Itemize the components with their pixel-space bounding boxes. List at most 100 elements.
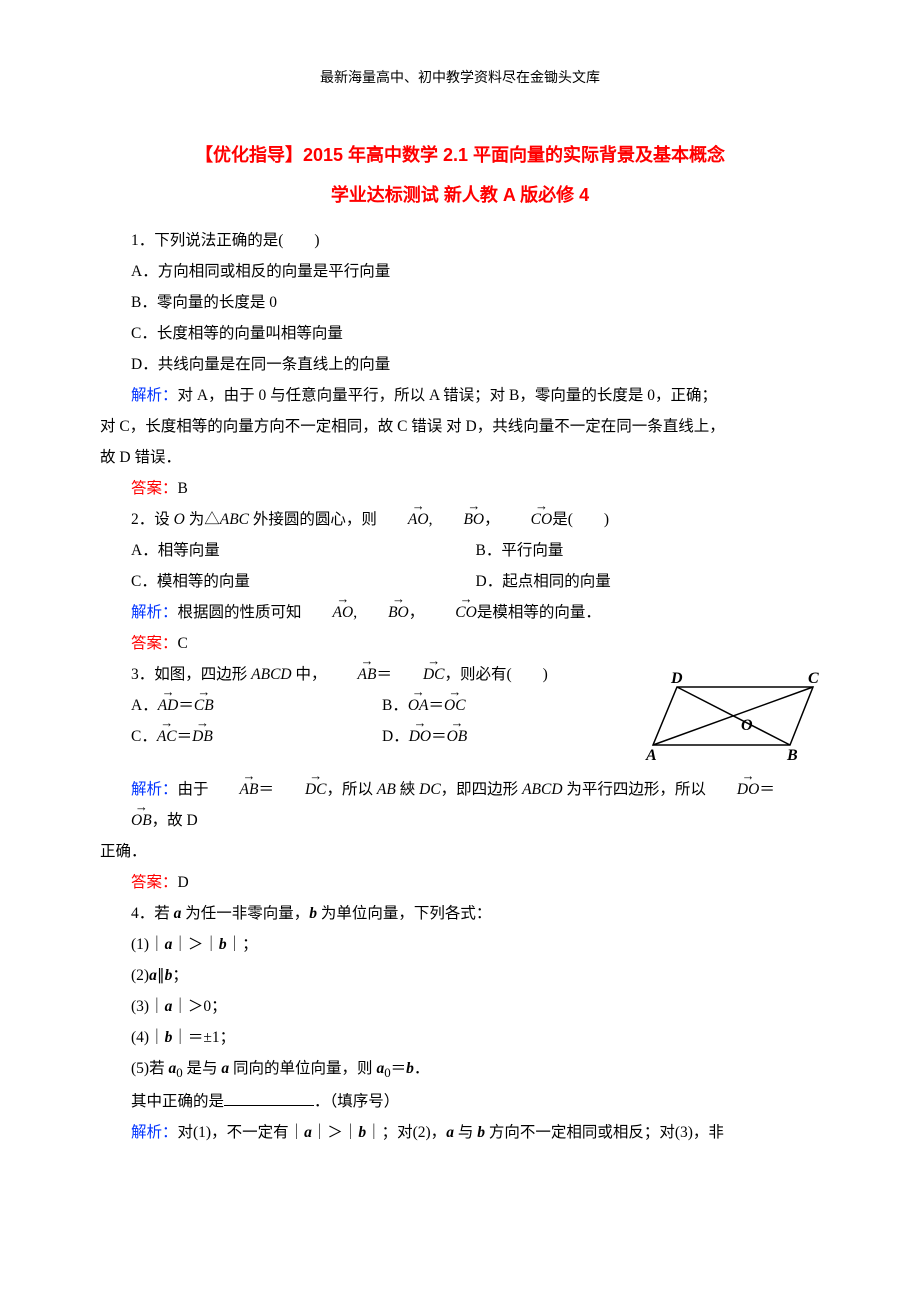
q2-analysis: 解析：根据圆的性质可知AO,BO，CO是模相等的向量．	[100, 597, 820, 628]
vec-bo: BO	[357, 597, 409, 628]
vec-b: b	[406, 1060, 414, 1077]
vec-b: b	[477, 1124, 485, 1141]
header-note: 最新海量高中、初中教学资料尽在金锄头文库	[100, 65, 820, 93]
q1-opt-c: C．长度相等的向量叫相等向量	[100, 318, 820, 349]
q2-answer: 答案：C	[100, 628, 820, 659]
t: ，所以	[327, 781, 377, 798]
fill-blank[interactable]	[224, 1092, 314, 1106]
opt-pre: D．	[382, 728, 409, 745]
t: ，即四边形	[441, 781, 522, 798]
t: 4．若	[131, 905, 174, 922]
q3-stem: 3．如图，四边形 ABCD 中，AB＝DC，则必有( )	[100, 659, 633, 690]
q2-an-pre: 根据圆的性质可知	[178, 604, 302, 621]
vec-b: b	[358, 1124, 366, 1141]
q1-analysis-1: 解析：对 A，由于 0 与任意向量平行，所以 A 错误；对 B，零向量的长度是 …	[100, 380, 820, 411]
vec-ao: AO	[302, 597, 354, 628]
t: (5)若	[131, 1060, 168, 1077]
q3-options-row2: C．AC＝DB D．DO＝OB	[100, 721, 633, 752]
t: ．（填序号）	[314, 1093, 399, 1110]
t: 由于	[178, 781, 209, 798]
label-d: D	[670, 670, 683, 687]
q3-analysis-2: 正确．	[100, 836, 820, 867]
t: 是与	[183, 1060, 222, 1077]
parallelogram-icon: A B C D O	[645, 663, 820, 763]
q3-analysis-1: 解析：由于AB＝DC，所以 AB 綊 DC，即四边形 ABCD 为平行四边形，所…	[100, 774, 820, 836]
t: ．	[414, 1060, 430, 1077]
t: 为平行四边形，所以	[563, 781, 706, 798]
q4-analysis: 解析：对(1)，不一定有｜a｜＞｜b｜；对(2)，a 与 b 方向不一定相同或相…	[100, 1117, 820, 1148]
analysis-label: 解析：	[131, 604, 178, 621]
vec-bo: BO	[432, 504, 484, 535]
q4-i1: (1)｜a｜＞｜b｜；	[100, 929, 820, 960]
t: AB	[377, 781, 396, 798]
q2-an-post: 是模相等的向量．	[477, 604, 601, 621]
vec-co: CO	[500, 504, 553, 535]
q2-o: O	[174, 511, 185, 528]
vec-ab: AB	[209, 774, 259, 805]
label-o: O	[741, 717, 753, 734]
t: ，故 D	[152, 812, 198, 829]
q2-opt-a: A．相等向量	[100, 535, 476, 566]
t: (4)｜	[131, 1029, 165, 1046]
q4-stem: 4．若 a 为任一非零向量，b 为单位向量，下列各式：	[100, 898, 820, 929]
t: ＝	[391, 1060, 407, 1077]
q2-opt-b: B．平行向量	[476, 535, 821, 566]
q3-opt-c: C．AC＝DB	[100, 721, 382, 752]
t: ｜＝±1；	[172, 1029, 235, 1046]
t: ABCD	[522, 781, 562, 798]
q1-analysis-text-1: 对 A，由于 0 与任意向量平行，所以 A 错误；对 B，零向量的长度是 0，正…	[178, 387, 718, 404]
q4-blank: 其中正确的是．（填序号）	[100, 1086, 820, 1117]
t: 方向不一定相同或相反；对(3)，非	[485, 1124, 724, 1141]
vec-a: a	[149, 967, 157, 984]
q2-pre: 2．设	[131, 511, 174, 528]
answer-label: 答案：	[131, 874, 178, 891]
q1-opt-a: A．方向相同或相反的向量是平行向量	[100, 256, 820, 287]
t: 綊	[396, 781, 419, 798]
q2-post2: 是( )	[552, 511, 609, 528]
label-b: B	[786, 747, 798, 763]
vec-b: b	[219, 936, 227, 953]
vec-a: a	[304, 1124, 312, 1141]
opt-pre: C．	[131, 728, 157, 745]
title-line-1: 【优化指导】2015 年高中数学 2.1 平面向量的实际背景及基本概念	[100, 137, 820, 173]
vec-ab: AB	[327, 659, 377, 690]
answer-label: 答案：	[131, 480, 178, 497]
q3-answer-value: D	[178, 874, 189, 891]
q3-options-row1: A．AD＝CB B．OA＝OC	[100, 690, 633, 721]
label-a: A	[645, 747, 657, 763]
vec-ao: AO	[377, 504, 429, 535]
vec-a: a	[446, 1124, 454, 1141]
t: ；	[172, 967, 188, 984]
t: 与	[454, 1124, 477, 1141]
t: ｜＞0；	[172, 998, 226, 1015]
t: (1)｜	[131, 936, 165, 953]
q4-i2: (2)a∥b；	[100, 960, 820, 991]
q1-stem: 1．下列说法正确的是( )	[100, 225, 820, 256]
t: (3)｜	[131, 998, 165, 1015]
vec-dc: DC	[274, 774, 327, 805]
q2-stem: 2．设 O 为△ABC 外接圆的圆心，则AO,BO，CO是( )	[100, 504, 820, 535]
opt-pre: A．	[131, 697, 158, 714]
opt-pre: B．	[382, 697, 408, 714]
title-line-2: 学业达标测试 新人教 A 版必修 4	[100, 177, 820, 213]
label-c: C	[808, 670, 819, 687]
q4-i3: (3)｜a｜＞0；	[100, 991, 820, 1022]
q2-post1: 外接圆的圆心，则	[249, 511, 377, 528]
q3-opt-a: A．AD＝CB	[100, 690, 382, 721]
vec-b: b	[309, 905, 317, 922]
q1-analysis-3: 故 D 错误．	[100, 442, 820, 473]
vec-co: CO	[424, 597, 477, 628]
q1-answer-value: B	[178, 480, 188, 497]
vec-do: DO	[706, 774, 759, 805]
vec-ob: OB	[447, 721, 468, 752]
q3-mid: 中，	[292, 666, 327, 683]
q1-opt-b: B．零向量的长度是 0	[100, 287, 820, 318]
q4-i4: (4)｜b｜＝±1；	[100, 1022, 820, 1053]
t: ｜＞｜	[172, 936, 219, 953]
q3-opt-d: D．DO＝OB	[382, 721, 633, 752]
q3-figure: A B C D O	[645, 659, 820, 774]
vec-a: a	[221, 1060, 229, 1077]
vec-ac: AC	[157, 721, 177, 752]
t: 同向的单位向量，则	[229, 1060, 376, 1077]
t: (2)	[131, 967, 149, 984]
